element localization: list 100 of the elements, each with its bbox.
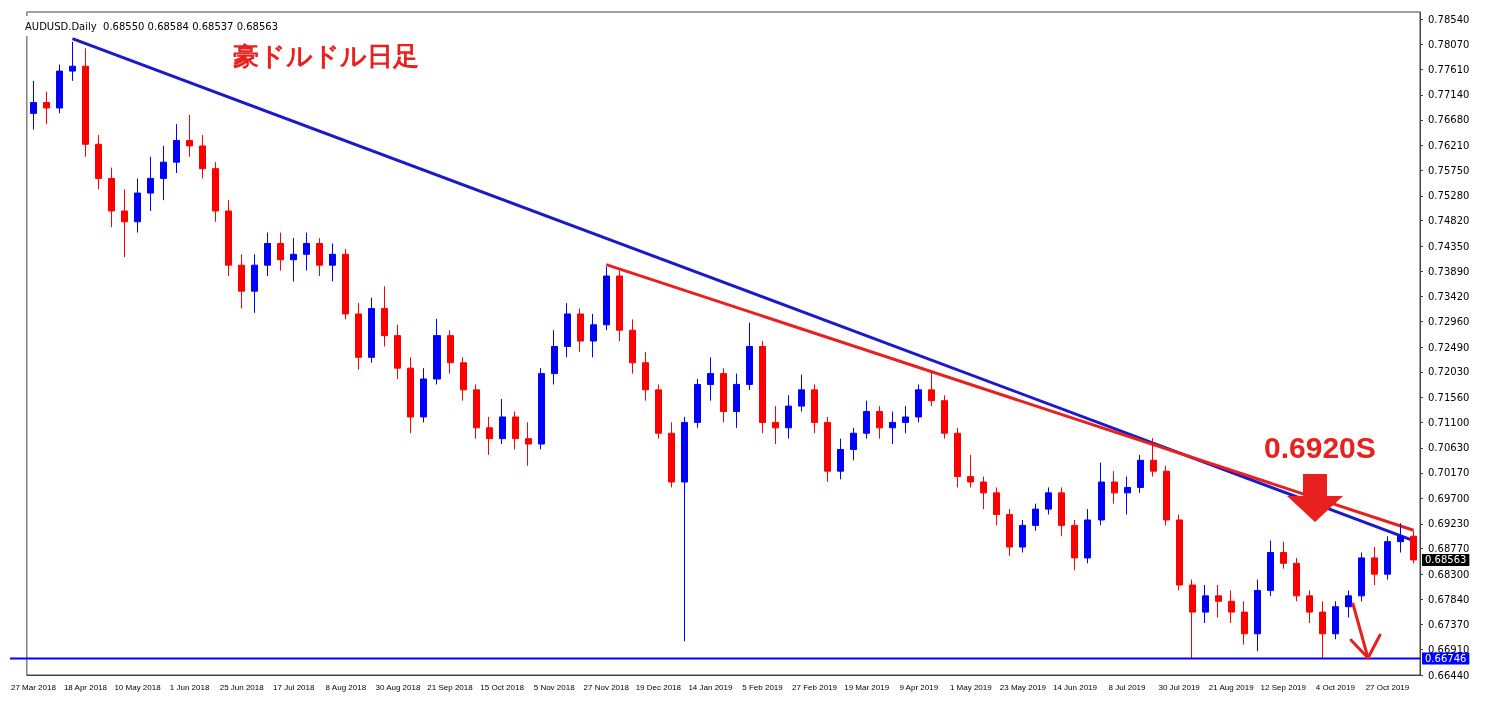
candlestick — [1293, 557, 1300, 602]
text: AUDUSD.Daily 0.68550 0.68584 0.68537 0.68563 — [25, 20, 279, 32]
candlestick — [1410, 530, 1417, 564]
annotation: 0.6920S — [1264, 430, 1376, 464]
y-tick-label: 0.70630 — [1428, 442, 1470, 454]
candlestick — [1189, 579, 1196, 659]
candlestick — [1358, 551, 1365, 602]
candlestick — [316, 237, 323, 277]
candlestick — [837, 438, 844, 480]
candlestick — [251, 253, 258, 314]
y-tick-label: 0.75750 — [1428, 164, 1470, 176]
y-tick-label: 0.73890 — [1428, 265, 1470, 277]
x-tick-label: 21 Sep 2018 — [427, 682, 474, 692]
y-tick-label: 0.74820 — [1428, 215, 1470, 227]
x-tick-label: 8 Jul 2019 — [1108, 682, 1147, 692]
candlestick — [121, 188, 128, 258]
candlestick — [1006, 508, 1013, 557]
candlestick — [655, 383, 662, 440]
candlestick — [173, 123, 180, 174]
candlestick — [199, 134, 206, 179]
candlestick — [668, 421, 675, 488]
x-tick-label: 30 Aug 2018 — [375, 682, 421, 692]
candlestick — [460, 356, 467, 402]
candlestick — [290, 237, 297, 282]
x-tick-label: 14 Jun 2019 — [1052, 682, 1098, 692]
candlestick — [43, 91, 50, 125]
y-tick-label: 0.69230 — [1428, 518, 1470, 530]
x-tick-label: 4 Oct 2019 — [1315, 682, 1356, 692]
candlestick — [785, 394, 792, 440]
x-tick-label: 21 Aug 2019 — [1208, 682, 1255, 692]
y-tick-label: 0.76680 — [1428, 114, 1470, 126]
x-tick-label: 25 Jun 2018 — [219, 682, 265, 692]
candlestick — [772, 405, 779, 445]
candlestick — [590, 313, 597, 358]
candlestick — [1032, 503, 1039, 532]
candlestick — [160, 145, 167, 201]
text: 0.68563 — [1425, 554, 1467, 566]
x-tick-label: 19 Mar 2019 — [844, 682, 890, 692]
candlestick — [967, 454, 974, 488]
candlestick — [134, 177, 141, 234]
candlestick — [499, 398, 506, 445]
candlestick — [720, 367, 727, 423]
y-tick-label: 0.78540 — [1428, 13, 1470, 25]
y-tick-label: 0.71100 — [1428, 416, 1470, 428]
candlestick — [1176, 514, 1183, 591]
y-tick-label: 0.78070 — [1428, 39, 1470, 51]
candlestick — [1071, 519, 1078, 571]
candlestick — [1384, 535, 1391, 581]
y-tick-label: 0.67370 — [1428, 619, 1470, 631]
y-tick-label: 0.67840 — [1428, 593, 1470, 605]
x-tick-label: 10 May 2018 — [114, 682, 162, 692]
candlestick — [1228, 589, 1235, 624]
candlestick — [186, 114, 193, 158]
candlestick — [407, 356, 414, 434]
candlestick — [863, 400, 870, 440]
y-tick-label: 0.75280 — [1428, 190, 1470, 202]
candlestick — [707, 356, 714, 402]
candlestick — [1280, 541, 1287, 570]
x-tick-label: 18 Apr 2018 — [63, 682, 108, 692]
x-tick-label: 19 Dec 2018 — [635, 682, 682, 692]
candlestick — [1306, 589, 1313, 624]
y-tick-label: 0.66440 — [1428, 669, 1470, 681]
candlestick — [694, 378, 701, 429]
candlestick — [381, 285, 388, 347]
candlestick — [525, 421, 532, 467]
candlestick — [824, 416, 831, 483]
candlestick — [1332, 600, 1339, 640]
candlestick — [642, 351, 649, 402]
candlestick — [993, 486, 1000, 526]
candlestick — [56, 64, 63, 114]
candlestick — [1345, 589, 1352, 619]
candlestick — [1241, 600, 1248, 646]
candlestick — [1371, 546, 1378, 586]
candlestick — [1124, 476, 1131, 516]
candlestick — [954, 427, 961, 488]
candlestick — [212, 161, 219, 223]
y-tick-label: 0.72030 — [1428, 366, 1470, 378]
candlestick — [603, 266, 610, 331]
candlestick — [277, 232, 284, 272]
candlestick — [95, 134, 102, 190]
candlestick — [629, 318, 636, 375]
candlestick — [1098, 461, 1105, 526]
candlestick — [420, 367, 427, 423]
candlestick — [850, 427, 857, 461]
candlestick — [342, 248, 349, 320]
x-tick-label: 8 Aug 2018 — [325, 682, 367, 692]
x-tick-label: 27 Mar 2018 — [10, 682, 57, 692]
candlestick — [1254, 579, 1261, 652]
x-tick-label: 5 Nov 2018 — [533, 682, 576, 692]
y-tick-label: 0.77610 — [1428, 63, 1470, 75]
candlestick — [1150, 437, 1157, 478]
candlestick — [368, 297, 375, 364]
y-tick-label: 0.70170 — [1428, 467, 1470, 479]
x-tick-label: 5 Feb 2019 — [742, 682, 784, 692]
candlestick — [941, 394, 948, 440]
x-tick-label: 12 Sep 2019 — [1260, 682, 1307, 692]
candlestick — [1267, 540, 1274, 597]
candlestick — [30, 80, 37, 131]
candlestick — [928, 370, 935, 407]
candlestick — [1019, 519, 1026, 553]
